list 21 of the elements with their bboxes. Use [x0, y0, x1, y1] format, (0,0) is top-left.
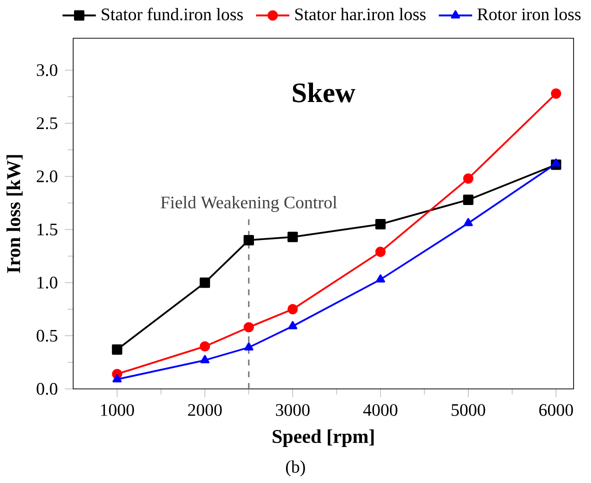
ref-line-label: Field Weakening Control	[160, 196, 337, 212]
text: Skew	[292, 82, 356, 102]
x-tick-label: 5000	[452, 404, 486, 416]
x-tick-label: 4000	[363, 404, 398, 416]
y-tick-label: 0.5	[36, 330, 58, 342]
x-tick-label: 1000	[101, 404, 134, 416]
legend-label: Rotor iron loss	[477, 8, 581, 20]
text: (b)	[286, 460, 305, 476]
y-tick-label: 2.0	[36, 170, 58, 182]
y-tick-label: 1.0	[38, 276, 58, 289]
x-tick-label: 2000	[188, 404, 222, 416]
x-tick-label: 3000	[276, 404, 310, 416]
y-tick-label: 2.5	[36, 117, 58, 130]
legend-label: Stator fund.iron loss	[102, 8, 243, 20]
y-tick-label: 1.5	[38, 224, 58, 236]
y-tick-label: 3.0	[36, 64, 58, 76]
legend-label: Stator har.iron loss	[295, 8, 426, 20]
x-tick-label: 6000	[539, 404, 573, 416]
x-axis-title: Speed [rpm]	[272, 429, 374, 448]
y-axis-title: Iron loss [kW]	[6, 155, 23, 273]
y-tick-label: 0.0	[36, 383, 58, 395]
